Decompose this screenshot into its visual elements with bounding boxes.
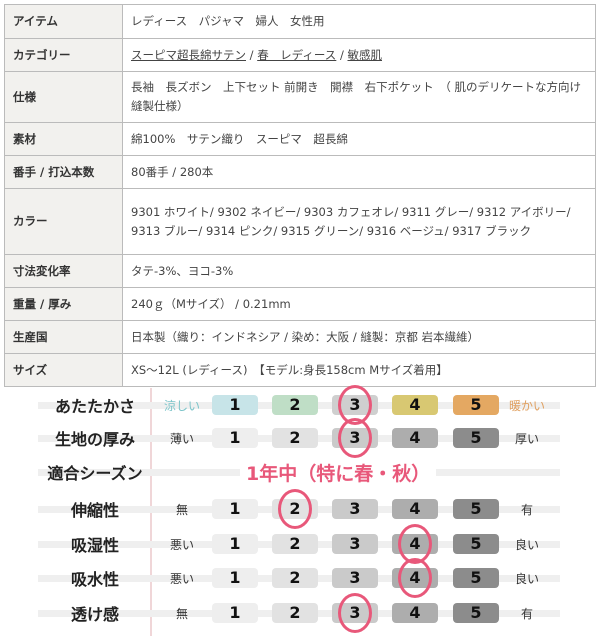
selected-circle xyxy=(338,593,372,633)
spec-label: カテゴリー xyxy=(4,38,123,72)
low-label: 無 xyxy=(175,503,188,517)
selected-circle xyxy=(338,418,372,458)
spec-value: 綿100% サテン織り スーピマ 超長綿 xyxy=(131,131,348,146)
scale-box: 4 xyxy=(392,499,438,519)
spec-row: 寸法変化率 タテ-3%、ヨコ-3% xyxy=(4,254,596,288)
low-label: 悪い xyxy=(169,538,194,552)
spec-label: 番手 / 打込本数 xyxy=(4,155,123,189)
scale-box: 1 xyxy=(212,603,258,623)
scale-box: 2 xyxy=(272,603,318,623)
rating-label: 適合シーズン xyxy=(47,464,143,483)
spec-row: 生産国 日本製（織り：インドネシア / 染め：大阪 / 縫製：京都 岩本繊維） xyxy=(4,320,596,354)
scale-box: 3 xyxy=(332,534,378,554)
spec-value: 9301 ホワイト/ 9302 ネイビー/ 9303 カフェオレ/ 9311 グ… xyxy=(131,204,571,238)
category-link[interactable]: 敏感肌 xyxy=(347,47,383,62)
scale-box: 4 xyxy=(392,603,438,623)
spec-row: アイテム レディース パジャマ 婦人 女性用 xyxy=(4,4,596,39)
low-label: 悪い xyxy=(169,572,194,586)
spec-label: 寸法変化率 xyxy=(4,254,123,288)
high-label: 有 xyxy=(520,607,533,621)
rating-label: あたたかさ xyxy=(54,397,135,416)
low-label: 薄い xyxy=(169,432,194,446)
low-label: 涼しい xyxy=(163,399,200,413)
selected-circle xyxy=(278,489,312,529)
spec-value: 80番手 / 280本 xyxy=(131,164,214,179)
scale-box: 5 xyxy=(453,568,499,588)
scale-box: 2 xyxy=(272,534,318,554)
rating-row: あたたかさ 涼しい 1 2 3 4 5 暖かい xyxy=(0,385,600,425)
rating-row: 伸縮性無 1 2 3 4 5 有 xyxy=(0,489,600,529)
spec-row: カラー 9301 ホワイト/ 9302 ネイビー/ 9303 カフェオレ/ 931… xyxy=(4,188,596,255)
rating-label: 透け感 xyxy=(70,605,119,624)
scale-box: 1 xyxy=(212,395,258,415)
rating-label: 生地の厚み xyxy=(54,430,135,449)
scale-box: 1 xyxy=(212,428,258,448)
spec-table: アイテム レディース パジャマ 婦人 女性用 カテゴリー スーピマ超長綿サテン / 春… xyxy=(4,4,596,387)
spec-label: カラー xyxy=(4,188,123,255)
rating-row: 透け感無 1 2 3 4 5 有 xyxy=(0,593,600,633)
spec-label: 仕様 xyxy=(4,71,123,123)
category-link[interactable]: 春 レディース xyxy=(257,47,337,62)
rating-row: 適合シーズン 1年中（特に春・秋） xyxy=(0,457,600,487)
spec-row: カテゴリー スーピマ超長綿サテン / 春 レディース / 敏感肌 xyxy=(4,38,596,72)
spec-label: アイテム xyxy=(4,4,123,39)
selected-circle xyxy=(398,558,432,598)
spec-label: 重量 / 厚み xyxy=(4,287,123,321)
spec-value: 日本製（織り：インドネシア / 染め：大阪 / 縫製：京都 岩本繊維） xyxy=(131,329,480,344)
category-link[interactable]: スーピマ超長綿サテン xyxy=(131,47,246,62)
spec-value: XS～12L (レディース) 【モデル:身長158cm Mサイズ着用】 xyxy=(131,362,448,377)
high-label: 厚い xyxy=(514,432,539,446)
rating-label: 吸湿性 xyxy=(70,536,119,555)
scale-box: 2 xyxy=(272,395,318,415)
rating-row: 吸水性 悪い 1 2 3 4 5 良い xyxy=(0,558,600,598)
spec-value: レディース パジャマ 婦人 女性用 xyxy=(131,14,325,28)
spec-label: 素材 xyxy=(4,122,123,156)
high-label: 良い xyxy=(514,572,539,586)
spec-value: タテ-3%、ヨコ-3% xyxy=(131,263,234,278)
scale-box: 5 xyxy=(453,603,499,623)
high-label: 暖かい xyxy=(508,399,545,413)
fabric-rating-chart: あたたかさ 涼しい 1 2 3 4 5 暖かい 生地の厚み 薄い 1 2 3 4 5 厚い 適合シーズン 1年中（… xyxy=(0,385,600,636)
scale-box: 2 xyxy=(272,568,318,588)
scale-box: 1 xyxy=(212,534,258,554)
scale-box: 1 xyxy=(212,568,258,588)
spec-row: 重量 / 厚み 240ｇ（Mサイズ） / 0.21mm xyxy=(4,287,596,321)
spec-value: 240ｇ（Mサイズ） / 0.21mm xyxy=(131,296,291,311)
spec-row: サイズ XS～12L (レディース) 【モデル:身長158cm Mサイズ着用】 xyxy=(4,353,596,387)
scale-box: 4 xyxy=(392,395,438,415)
scale-box: 1 xyxy=(212,499,258,519)
scale-box: 3 xyxy=(332,568,378,588)
scale-box: 4 xyxy=(392,428,438,448)
spec-row: 素材 綿100% サテン織り スーピマ 超長綿 xyxy=(4,122,596,156)
low-label: 無 xyxy=(175,607,188,621)
rating-row: 生地の厚み 薄い 1 2 3 4 5 厚い xyxy=(0,418,600,458)
scale-box: 5 xyxy=(453,395,499,415)
rating-label: 伸縮性 xyxy=(70,501,119,520)
scale-box: 5 xyxy=(453,499,499,519)
scale-box: 5 xyxy=(453,534,499,554)
rating-label: 吸水性 xyxy=(70,570,119,589)
spec-row: 仕様 長袖 長ズボン 上下セット 前開き 開襟 右下ポケット （ 肌のデリケートな… xyxy=(4,71,596,123)
spec-label: サイズ xyxy=(4,353,123,387)
spec-label: 生産国 xyxy=(4,320,123,354)
rating-row: 吸湿性 悪い 1 2 3 4 5 良い xyxy=(0,524,600,564)
season-value: 1年中（特に春・秋） xyxy=(240,459,437,486)
high-label: 有 xyxy=(520,503,533,517)
scale-box: 5 xyxy=(453,428,499,448)
spec-row: 番手 / 打込本数 80番手 / 280本 xyxy=(4,155,596,189)
spec-value: 長袖 長ズボン 上下セット 前開き 開襟 右下ポケット （ 肌のデリケートな方向… xyxy=(131,80,582,113)
scale-box: 2 xyxy=(272,428,318,448)
high-label: 良い xyxy=(514,538,539,552)
scale-box: 3 xyxy=(332,499,378,519)
